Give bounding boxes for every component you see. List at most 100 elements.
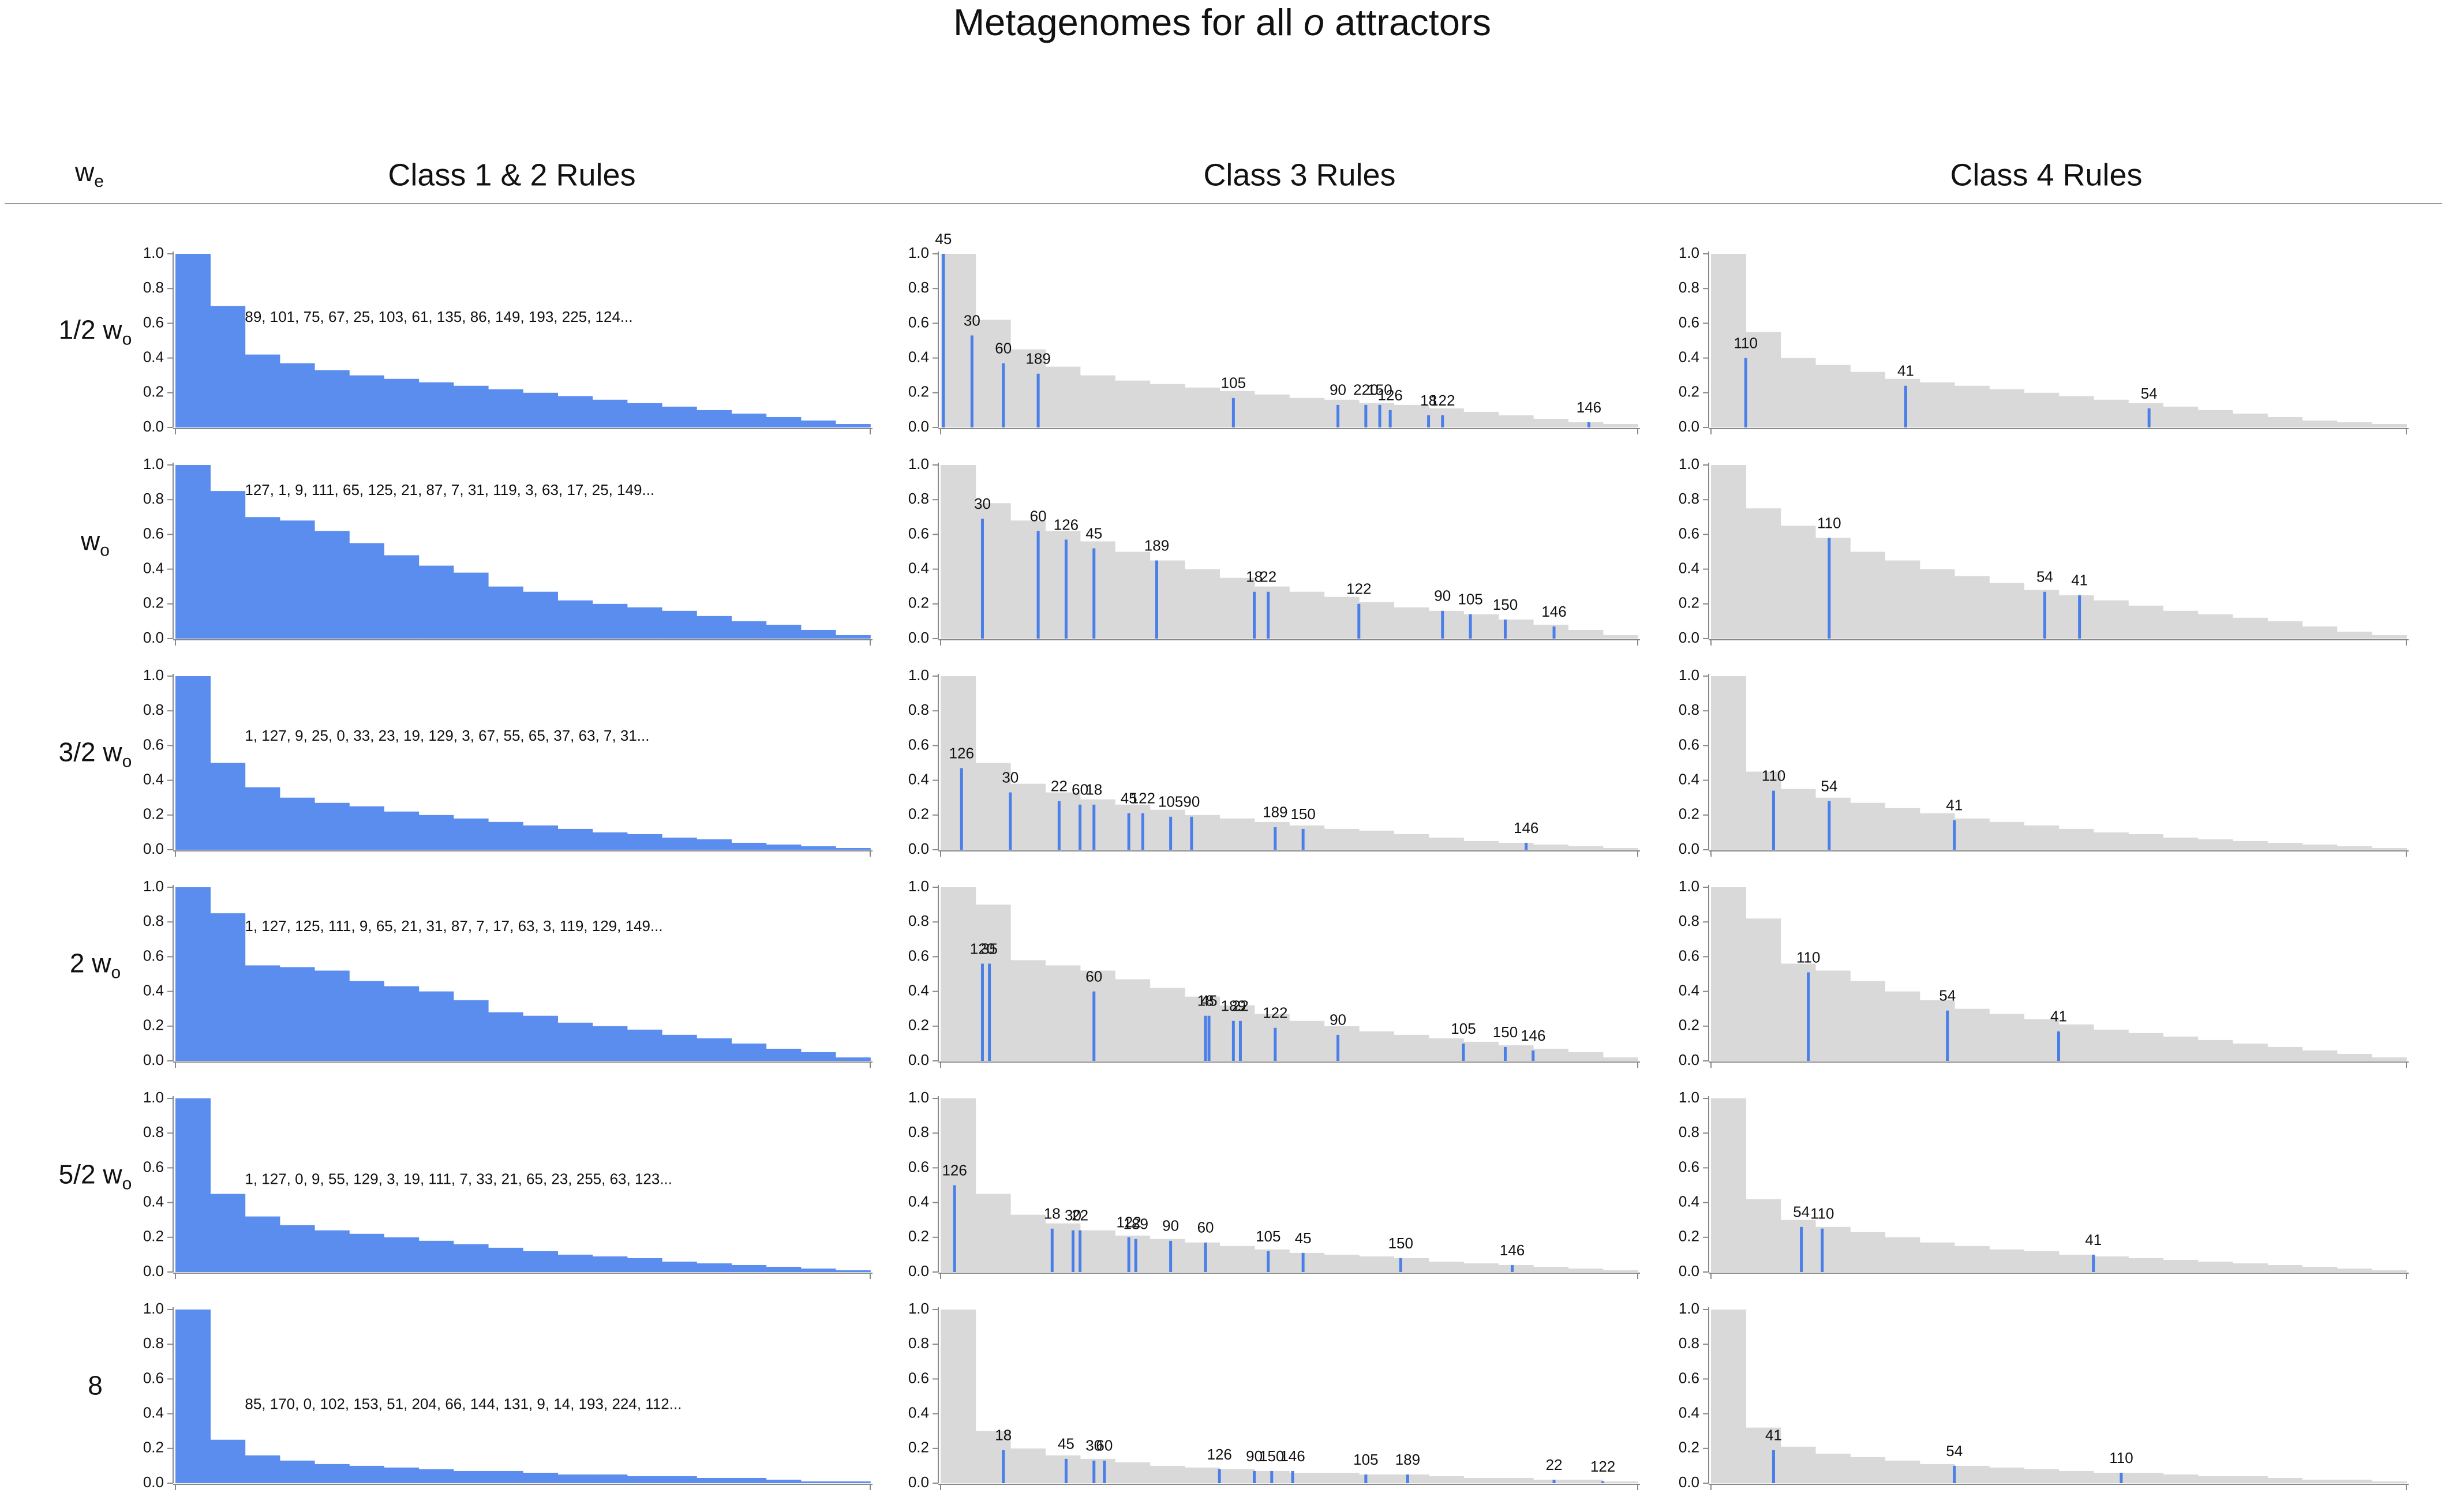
bar [697, 410, 732, 427]
bar [1954, 1465, 1990, 1483]
y-tick-label: 0.0 [908, 1262, 929, 1280]
bar [2337, 1479, 2372, 1483]
bar [2024, 590, 2060, 639]
highlight-label: 150 [1290, 805, 1315, 823]
highlight-label: 146 [1541, 603, 1566, 620]
highlight-label: 110 [1762, 767, 1785, 785]
bar [384, 1467, 420, 1483]
bar [1850, 372, 1886, 427]
bar [1711, 1098, 1747, 1272]
bar [245, 354, 280, 427]
bar [2163, 1474, 2199, 1483]
bar [1815, 538, 1851, 639]
bar [210, 1194, 246, 1272]
y-tick-label: 0.0 [1679, 1051, 1699, 1068]
highlight-label: 22 [1546, 1456, 1563, 1473]
highlight-label: 54 [1821, 778, 1837, 795]
highlight-label: 150 [1493, 596, 1518, 613]
bar [2302, 844, 2338, 850]
column-header: Class 3 Rules [1203, 157, 1395, 192]
highlight-label: 45 [935, 230, 952, 247]
highlight-label: 18 [1044, 1205, 1061, 1222]
bar [1850, 1232, 1886, 1272]
highlight-label: 45 [1058, 1435, 1074, 1453]
highlight-label: 90 [1183, 793, 1200, 811]
bar [210, 763, 246, 850]
highlight-label: 90 [1246, 1447, 1263, 1465]
bar [488, 821, 523, 850]
highlight-label: 41 [2050, 1008, 2067, 1025]
y-tick-label: 0.8 [908, 701, 929, 718]
bar [1394, 1474, 1429, 1483]
bar [2267, 1046, 2303, 1061]
bar [1498, 1477, 1534, 1483]
bar [1394, 1258, 1429, 1272]
y-tick-label: 0.2 [1679, 805, 1699, 823]
y-tick-label: 0.8 [143, 490, 164, 507]
highlight-label: 18 [1085, 781, 1102, 798]
bar [1885, 808, 1920, 850]
bar [627, 1258, 662, 1272]
y-tick-label: 1.0 [1679, 244, 1699, 261]
y-tick-label: 0.4 [908, 1192, 929, 1210]
bar [975, 320, 1011, 427]
bar [1394, 1034, 1429, 1061]
highlight-label: 45 [1295, 1229, 1312, 1247]
bar [2302, 626, 2338, 639]
highlight-label: 146 [1500, 1241, 1525, 1259]
highlight-label: 41 [1897, 362, 1914, 380]
bar [1428, 837, 1464, 850]
bar [349, 1233, 384, 1272]
column-header: Class 4 Rules [1950, 157, 2142, 192]
label-text: 2 w [70, 948, 111, 978]
y-tick-label: 0.0 [1679, 840, 1699, 857]
bar [279, 1460, 315, 1483]
highlight-label: 220 [1353, 381, 1378, 399]
y-tick-label: 0.8 [1679, 279, 1699, 296]
highlight-label: 189 [1263, 804, 1287, 821]
bar [2128, 403, 2164, 427]
bar [1254, 821, 1290, 850]
bar [731, 1043, 767, 1061]
bar [941, 465, 976, 639]
y-tick-label: 0.2 [143, 1016, 164, 1034]
bar [1428, 1038, 1464, 1061]
y-tick-label: 0.4 [143, 981, 164, 999]
y-tick-label: 0.6 [1679, 1369, 1699, 1386]
y-tick-label: 1.0 [143, 455, 164, 472]
bar [1080, 375, 1115, 427]
bar [1989, 583, 2025, 639]
y-tick-label: 0.0 [1679, 629, 1699, 646]
bar [2337, 1268, 2372, 1272]
bar [1358, 830, 1394, 850]
bar [523, 825, 558, 850]
bar [1498, 415, 1534, 427]
y-tick-label: 0.4 [143, 1192, 164, 1210]
highlight-label: 126 [1207, 1446, 1232, 1463]
bar [697, 1263, 732, 1272]
bar [349, 981, 384, 1061]
y-tick-label: 0.2 [908, 805, 929, 823]
highlight-label: 54 [1939, 987, 1956, 1004]
bar [2267, 621, 2303, 639]
bar [1045, 1455, 1081, 1483]
bar [523, 591, 558, 639]
bar [697, 1038, 732, 1061]
row-label: 3/2 wo [59, 737, 132, 771]
bar [1010, 783, 1046, 850]
bar [1850, 802, 1886, 850]
highlight-label: 30 [964, 312, 980, 329]
y-tick-label: 0.6 [1679, 947, 1699, 964]
bar [1254, 394, 1290, 427]
bar [1780, 1446, 1816, 1483]
y-tick-label: 0.8 [1679, 912, 1699, 929]
rule-list: 85, 170, 0, 102, 153, 51, 204, 66, 144, … [245, 1395, 682, 1412]
label-text: 5/2 w [59, 1160, 123, 1190]
bar [1746, 918, 1781, 1061]
highlight-label: 90 [1162, 1217, 1179, 1235]
bar [1746, 1199, 1781, 1272]
y-tick-label: 1.0 [143, 877, 164, 895]
bar [2163, 837, 2199, 850]
y-tick-label: 1.0 [143, 1300, 164, 1317]
bar [1989, 389, 2025, 427]
